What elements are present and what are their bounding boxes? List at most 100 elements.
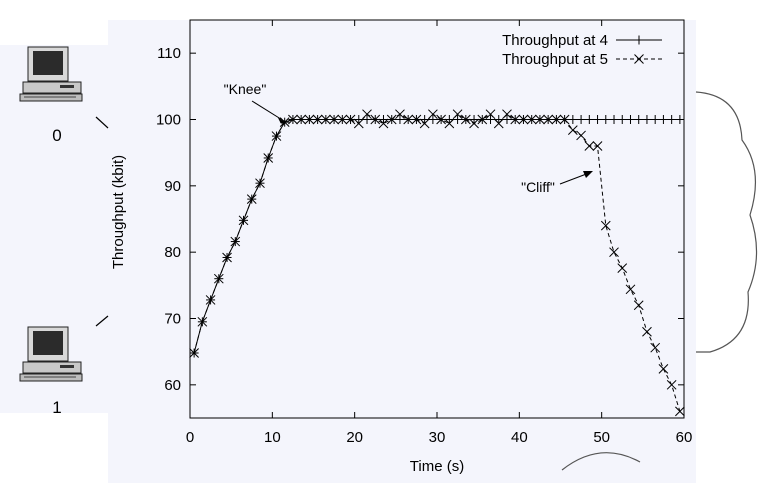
marker-stroke (271, 131, 282, 141)
data-point (312, 114, 323, 125)
marker-stroke (543, 114, 554, 125)
data-point (189, 348, 199, 358)
data-point (337, 114, 348, 125)
marker-stroke (436, 114, 446, 125)
marker-stroke (469, 118, 479, 129)
marker-stroke (370, 114, 381, 125)
marker-stroke (559, 114, 570, 125)
marker-stroke (296, 114, 307, 125)
annotation-knee-arrowhead (277, 117, 287, 124)
annotations: "Knee" "Cliff" (224, 81, 593, 195)
marker-stroke (246, 194, 257, 204)
data-point (675, 115, 685, 124)
data-point (304, 114, 315, 125)
marker-stroke (419, 118, 430, 129)
annotation-knee-arrow (251, 100, 286, 122)
data-point (444, 115, 454, 124)
chart-panel-background (108, 20, 696, 483)
data-point (378, 115, 388, 124)
data-point (452, 109, 463, 120)
data-point (378, 118, 389, 129)
data-point (593, 115, 603, 124)
data-point (493, 118, 504, 129)
data-point (469, 118, 479, 129)
marker-stroke (337, 114, 348, 125)
marker-stroke (567, 125, 578, 135)
marker-stroke (378, 118, 389, 129)
marker-stroke (238, 215, 249, 226)
data-point (329, 114, 339, 125)
y-axis-label: Throughput (kbit) (110, 155, 127, 269)
data-point (576, 115, 586, 124)
x-tick-label: 40 (511, 429, 528, 446)
data-point (197, 316, 208, 327)
data-point (650, 115, 660, 124)
y-tick-label: 90 (164, 178, 181, 195)
series-1 (189, 115, 685, 358)
data-point (477, 114, 488, 125)
data-point (551, 114, 562, 125)
marker-stroke (428, 109, 438, 120)
marker-stroke (477, 114, 488, 125)
annotation-cliff: "Cliff" (521, 179, 555, 195)
x-tick-label: 10 (264, 429, 281, 446)
data-point (428, 109, 438, 120)
x-tick-label: 0 (186, 429, 194, 446)
marker-stroke (230, 236, 241, 247)
y-tick-label: 70 (164, 311, 181, 328)
marker-stroke (485, 109, 496, 120)
data-point (609, 247, 619, 258)
data-point (469, 115, 479, 124)
y-tick-label: 80 (164, 244, 181, 261)
marker-stroke (634, 54, 644, 64)
annotation-cliff-arrow (559, 172, 590, 185)
y-tick-label: 60 (164, 377, 181, 394)
data-point (288, 114, 298, 125)
data-point (428, 115, 438, 124)
marker-stroke (642, 326, 652, 337)
marker-stroke (600, 220, 611, 231)
data-point (411, 114, 422, 125)
marker-stroke (518, 114, 529, 125)
marker-stroke (386, 114, 397, 125)
marker-stroke (526, 114, 537, 125)
marker-stroke (452, 109, 463, 120)
marker-stroke (633, 300, 644, 311)
annotation-knee: "Knee" (224, 81, 267, 97)
marker-stroke (353, 118, 364, 129)
x-tick-label: 30 (429, 429, 446, 446)
marker-stroke (403, 114, 414, 125)
data-point (559, 114, 570, 125)
marker-stroke (345, 114, 356, 125)
marker-stroke (197, 316, 208, 327)
marker-stroke (658, 364, 669, 374)
marker-stroke (510, 114, 521, 125)
marker-stroke (535, 114, 545, 125)
computer-icon (19, 46, 83, 102)
data-point (625, 284, 636, 295)
link-1 (95, 315, 109, 327)
node-label-0: 0 (52, 126, 62, 145)
marker-stroke (263, 153, 274, 163)
marker-stroke (411, 114, 422, 125)
marker-stroke (460, 114, 471, 125)
marker-stroke (329, 114, 339, 125)
marker-stroke (320, 114, 331, 125)
marker-stroke (189, 348, 199, 358)
x-tick-label: 60 (676, 429, 693, 446)
cloud-bottom-arc (561, 452, 641, 471)
data-point (444, 118, 455, 129)
legend-label: Throughput at 5 (502, 51, 608, 68)
legend-label: Throughput at 4 (502, 32, 608, 49)
data-point (296, 114, 307, 125)
marker-stroke (362, 109, 372, 120)
data-point (386, 114, 397, 125)
data-point (568, 115, 578, 124)
data-point (436, 114, 446, 125)
marker-stroke (444, 118, 455, 129)
data-point (320, 114, 331, 125)
marker-stroke (650, 342, 661, 353)
data-point (345, 114, 356, 125)
data-point (419, 118, 430, 129)
data-point (633, 300, 644, 311)
